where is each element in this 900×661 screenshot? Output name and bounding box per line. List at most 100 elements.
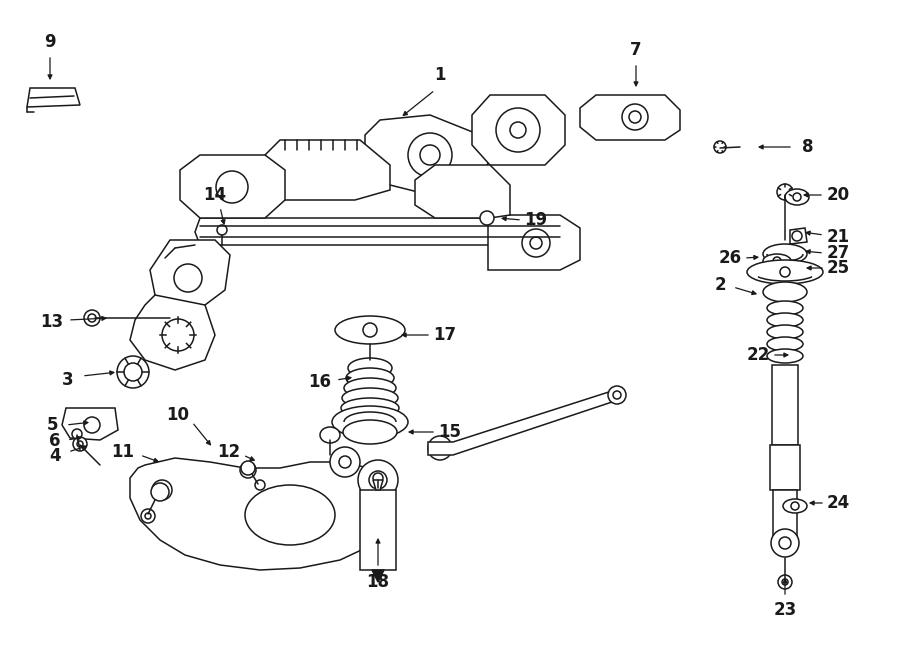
Circle shape — [84, 417, 100, 433]
Ellipse shape — [348, 358, 392, 378]
Text: 3: 3 — [62, 371, 74, 389]
Circle shape — [420, 145, 440, 165]
Circle shape — [629, 111, 641, 123]
Text: 6: 6 — [50, 432, 61, 450]
Polygon shape — [180, 155, 285, 218]
Circle shape — [530, 237, 542, 249]
Text: 1: 1 — [434, 66, 446, 84]
Circle shape — [771, 529, 799, 557]
Polygon shape — [580, 95, 680, 140]
Polygon shape — [62, 408, 118, 440]
Polygon shape — [372, 570, 384, 582]
Circle shape — [174, 264, 202, 292]
Polygon shape — [790, 228, 807, 244]
Ellipse shape — [767, 301, 803, 315]
Ellipse shape — [320, 427, 340, 443]
Text: 10: 10 — [166, 406, 190, 424]
Ellipse shape — [747, 260, 823, 284]
Text: 15: 15 — [438, 423, 462, 441]
Text: 25: 25 — [826, 259, 850, 277]
Circle shape — [158, 486, 166, 494]
Circle shape — [435, 443, 445, 453]
Text: 12: 12 — [218, 443, 240, 461]
Polygon shape — [365, 115, 490, 195]
Text: 24: 24 — [826, 494, 850, 512]
Circle shape — [72, 429, 82, 439]
Text: 2: 2 — [715, 276, 725, 294]
Circle shape — [117, 356, 149, 388]
Circle shape — [162, 319, 194, 351]
Ellipse shape — [245, 485, 335, 545]
Text: 5: 5 — [47, 416, 58, 434]
Circle shape — [480, 211, 494, 225]
Circle shape — [779, 537, 791, 549]
Text: 7: 7 — [630, 41, 642, 59]
Circle shape — [778, 575, 792, 589]
Circle shape — [151, 483, 169, 501]
Polygon shape — [255, 140, 390, 200]
Text: 16: 16 — [309, 373, 331, 391]
Ellipse shape — [763, 282, 807, 302]
Polygon shape — [373, 480, 383, 490]
Ellipse shape — [335, 316, 405, 344]
Text: 11: 11 — [112, 443, 134, 461]
Circle shape — [428, 436, 452, 460]
Circle shape — [245, 467, 251, 473]
Text: 8: 8 — [802, 138, 814, 156]
Circle shape — [339, 456, 351, 468]
Circle shape — [73, 437, 87, 451]
Circle shape — [714, 141, 726, 153]
Text: 13: 13 — [40, 313, 64, 331]
Text: 21: 21 — [826, 228, 850, 246]
Text: 26: 26 — [718, 249, 742, 267]
Circle shape — [608, 386, 626, 404]
Circle shape — [496, 108, 540, 152]
Ellipse shape — [343, 420, 397, 444]
Text: 17: 17 — [434, 326, 456, 344]
Polygon shape — [195, 218, 565, 245]
Bar — [773, 490, 797, 540]
Circle shape — [124, 363, 142, 381]
Ellipse shape — [767, 313, 803, 327]
Circle shape — [613, 391, 621, 399]
Bar — [360, 490, 396, 570]
Ellipse shape — [767, 337, 803, 351]
Polygon shape — [415, 165, 510, 218]
Circle shape — [773, 257, 781, 265]
Text: 22: 22 — [746, 346, 769, 364]
Ellipse shape — [767, 325, 803, 339]
Ellipse shape — [763, 254, 791, 268]
Text: 20: 20 — [826, 186, 850, 204]
Ellipse shape — [767, 349, 803, 363]
Circle shape — [373, 473, 383, 483]
Circle shape — [408, 133, 452, 177]
Text: 23: 23 — [773, 601, 796, 619]
Circle shape — [84, 310, 100, 326]
Circle shape — [152, 480, 172, 500]
Circle shape — [145, 513, 151, 519]
Text: 14: 14 — [203, 186, 227, 204]
Ellipse shape — [341, 398, 399, 418]
Bar — [772, 365, 798, 445]
Circle shape — [141, 509, 155, 523]
Circle shape — [782, 579, 788, 585]
Text: 9: 9 — [44, 33, 56, 51]
Polygon shape — [428, 390, 618, 455]
Circle shape — [510, 122, 526, 138]
Polygon shape — [488, 215, 580, 270]
Ellipse shape — [785, 189, 809, 205]
Circle shape — [777, 184, 793, 200]
Circle shape — [363, 323, 377, 337]
Ellipse shape — [332, 406, 408, 438]
Circle shape — [780, 267, 790, 277]
Bar — [770, 445, 800, 490]
Circle shape — [793, 193, 801, 201]
Circle shape — [255, 480, 265, 490]
Text: 27: 27 — [826, 244, 850, 262]
Ellipse shape — [783, 499, 807, 513]
Ellipse shape — [763, 244, 807, 264]
Circle shape — [622, 104, 648, 130]
Circle shape — [369, 471, 387, 489]
Ellipse shape — [346, 368, 394, 388]
Circle shape — [216, 171, 248, 203]
